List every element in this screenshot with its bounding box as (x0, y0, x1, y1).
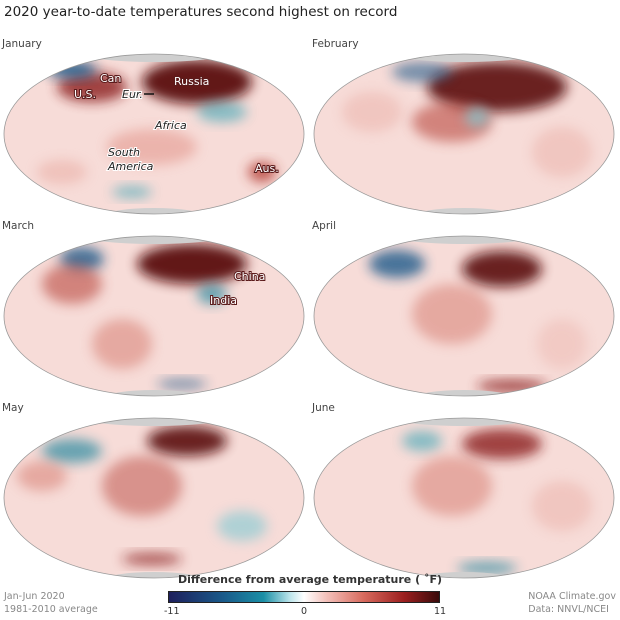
source-text: NOAA Climate.gov (528, 591, 616, 602)
anomaly-region (532, 127, 592, 177)
anomaly-region (392, 62, 452, 82)
no-data-antarctic (104, 208, 204, 214)
anomaly-region (107, 129, 197, 165)
label-africa: Africa (154, 119, 187, 132)
label-america: America (107, 160, 154, 173)
legend-min: -11 (164, 606, 180, 617)
map-panel-may: May (2, 402, 308, 582)
anomaly-region (47, 62, 97, 78)
legend-max: 11 (434, 606, 447, 617)
data-credit: Data: NNVL/NCEI (528, 604, 609, 615)
legend-title: Difference from average temperature ( ˚F… (178, 573, 442, 586)
map-panel-march: March China India (2, 220, 308, 400)
anomaly-region (102, 456, 182, 516)
anomaly-region (17, 461, 67, 491)
no-data-antarctic (414, 208, 514, 214)
month-label: June (312, 402, 335, 414)
map-outline (313, 417, 615, 579)
month-label: May (2, 402, 24, 414)
anomaly-region (147, 426, 227, 456)
anomaly-region (157, 379, 207, 389)
footer-right: NOAA Climate.gov Data: NNVL/NCEI (528, 590, 616, 616)
month-label: January (2, 38, 42, 50)
world-map (313, 417, 615, 579)
anomaly-region (92, 319, 152, 369)
map-outline (3, 53, 305, 215)
label-australia: Aus. (255, 162, 279, 175)
footer-left: Jan-Jun 2020 1981-2010 average (4, 590, 98, 616)
no-data-antarctic (104, 572, 204, 578)
label-south: South (108, 146, 140, 159)
label-canada: Can (100, 72, 121, 85)
world-map (3, 417, 305, 579)
page-title: 2020 year-to-date temperatures second hi… (4, 4, 398, 20)
map-outline (313, 53, 615, 215)
legend-mid: 0 (301, 606, 308, 617)
label-us: U.S. (74, 88, 96, 101)
label-russia: Russia (174, 75, 209, 88)
map-outline (3, 235, 305, 397)
no-data-arctic (394, 418, 534, 426)
label-china: China (234, 270, 265, 283)
month-label: March (2, 220, 35, 232)
month-label: February (312, 38, 359, 50)
no-data-antarctic (104, 390, 204, 396)
no-data-antarctic (414, 572, 514, 578)
anomaly-region (142, 60, 252, 104)
no-data-arctic (394, 54, 534, 62)
no-data-antarctic (414, 390, 514, 396)
anomaly-region (465, 107, 489, 127)
anomaly-region (457, 562, 517, 574)
anomaly-region (57, 72, 127, 102)
anomaly-region (342, 92, 402, 132)
label-europe: Eur. (122, 88, 143, 101)
anomaly-region (42, 439, 102, 463)
anomaly-region (412, 456, 492, 516)
anomaly-region (248, 162, 276, 182)
map-panel-february: February (312, 38, 618, 218)
world-map (313, 235, 615, 397)
map-outline (3, 417, 305, 579)
baseline-text: 1981-2010 average (4, 604, 98, 615)
no-data-arctic (84, 54, 224, 62)
label-india: India (210, 294, 237, 307)
anomaly-region (427, 62, 567, 112)
anomaly-region (532, 481, 592, 531)
no-data-arctic (394, 236, 534, 244)
anomaly-region (137, 244, 247, 284)
map-panel-april: April (312, 220, 618, 400)
color-scale-bar (168, 591, 440, 603)
anomaly-region (42, 264, 102, 304)
anomaly-region (217, 511, 267, 541)
world-map (313, 53, 615, 215)
period-text: Jan-Jun 2020 (4, 591, 65, 602)
world-map: Russia Can U.S. Eur. Africa South Americ… (3, 53, 305, 215)
anomaly-region (197, 102, 247, 122)
anomaly-region (412, 284, 492, 344)
anomaly-region (112, 186, 152, 198)
anomaly-region (122, 553, 182, 565)
no-data-arctic (84, 236, 224, 244)
world-map: China India (3, 235, 305, 397)
anomaly-region (402, 431, 442, 451)
map-outline (313, 235, 615, 397)
anomaly-region (37, 160, 87, 184)
map-panel-june: June (312, 402, 618, 582)
no-data-arctic (84, 418, 224, 426)
anomaly-region (462, 251, 542, 287)
month-label: April (312, 220, 336, 232)
map-panel-january: January Russia Can U.S. Eur. Africa Sout… (2, 38, 308, 218)
anomaly-region (197, 284, 227, 304)
anomaly-region (462, 429, 542, 459)
anomaly-region (537, 319, 587, 369)
anomaly-region (369, 250, 425, 278)
